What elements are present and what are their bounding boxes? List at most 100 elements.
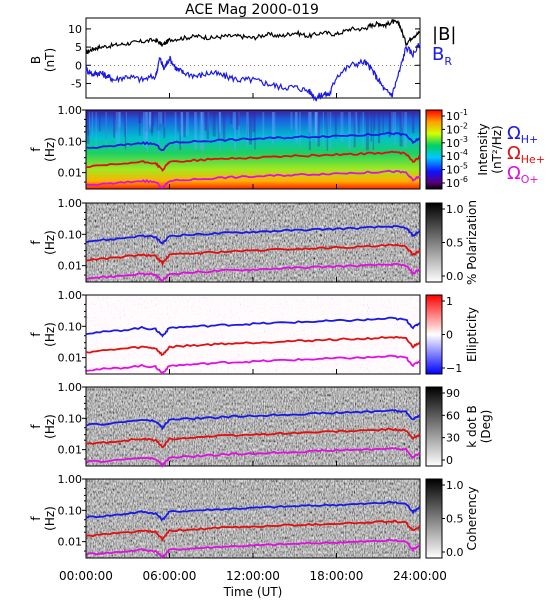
spectrogram-streak [145,112,148,148]
spectrogram-streak [149,112,151,128]
spectrogram-streak [294,112,297,130]
gyro-legend: ΩH+ΩHe+ΩO+ [507,123,545,186]
spectrogram-streak [180,112,184,137]
spectrogram-streak [271,112,274,144]
spectrogram-streak [394,112,397,146]
spectrogram-streak [354,112,358,135]
spectrogram-streak [212,112,216,137]
spectrogram-streak [186,112,189,136]
freq-axis-unit: (Hz) [43,506,57,531]
b-series-line [85,18,421,55]
gyro-legend-symbol: Ω [507,123,521,144]
spectrogram-streak [388,112,391,138]
spectrogram-streak [246,112,249,143]
spectrogram-streak [118,112,121,128]
colorbar-label: % Polarization [465,200,479,285]
spectrogram-streak [181,112,183,147]
colorbar-unit: (Deg) [479,410,493,444]
freq-tick-label: 1.00 [58,197,83,210]
spectrogram-streak [218,112,221,143]
freq-axis-label: f [29,240,43,245]
b-lines [85,18,421,102]
spectrogram-streak [105,112,107,140]
spectrogram-streak [404,112,408,149]
freq-axis-label: f [29,332,43,337]
spectrogram-streak [204,112,208,131]
x-tick-label: 06:00:00 [143,569,197,583]
legend-br-sub: R [444,55,452,68]
spectrogram-streak [148,112,152,125]
spectrogram-image [86,110,420,189]
spectrogram-streak [117,112,121,145]
spectrogram-streak [219,112,221,152]
freq-tick-label: 0.01 [58,444,83,457]
spectrogram-streak [150,112,154,133]
spectrogram-streak [236,112,239,130]
spectrogram-streak [315,112,317,143]
colorbar-unit: (nT²/Hz) [490,125,504,173]
gyro-line [85,316,421,338]
spectrogram-streak [372,112,375,150]
spectrogram-streak [238,112,240,136]
spectrogram-streak [353,112,356,148]
colorbar [425,294,443,375]
freq-tick-label: 0.01 [58,260,83,273]
colorbar [425,109,443,190]
freq-axis-unit: (Hz) [43,230,57,255]
b-ytick-label: 0 [75,59,82,72]
colorbar-label: Ellipticity [465,307,479,362]
spectrogram-streak [151,112,153,136]
colorbar-tick-label: 1.0 [446,479,464,492]
spectrogram-streak [314,112,317,135]
spectrogram-streak [174,112,177,150]
gyro-line [85,538,421,559]
spectrogram-streak [246,112,248,138]
spectrogram-streak [307,112,311,133]
gyro-line [85,409,421,431]
b-ytick-label: 10 [68,23,82,36]
freq-tick-label: 0.10 [58,412,83,425]
spectrogram-streak [218,112,221,133]
spectrogram-streak [138,112,142,124]
spectrogram-streak [272,112,276,140]
spectrogram-streak [340,112,344,142]
gyro-line [85,224,421,245]
colorbar-exponent: -5 [460,162,468,171]
spectrogram-streak [392,112,395,134]
spectrogram-streak [358,112,360,134]
gyro-line [85,335,421,357]
freq-tick-label: 1.00 [58,473,83,486]
colorbar-tick-label: 30 [446,432,460,445]
freq-tick-label: 0.01 [58,352,83,365]
spectrogram-streak [252,112,255,132]
spectrogram-streak [86,112,90,144]
x-tick-labels: 00:00:00 06:00:00 12:00:00 18:00:00 24:00:00 [59,569,447,583]
colorbar-exponent: -4 [460,148,468,157]
spectrogram-streak [246,112,248,149]
spectrogram-streak [391,112,393,139]
spectrogram-streak [91,112,94,136]
spectrogram-streak [377,112,381,144]
spectrogram-streak [222,112,226,142]
colorbar-tick-label: 0 [446,329,453,342]
spectrogram-streak [382,112,384,135]
spectrogram-streak [232,112,235,129]
spectrogram-streak [105,112,107,145]
panel-kdotb: 1.00 0.10 0.01 f (Hz) 90 60 30 0 k dot B (Deg) [29,381,493,468]
freq-axis-unit: (Hz) [43,137,57,162]
spectrogram-streak [316,112,319,144]
spectrogram-streak [362,112,364,148]
spectrogram-streak [149,112,152,129]
gyro-line [86,150,421,173]
colorbar-exponent: -3 [460,135,468,144]
spectrogram-streak [115,112,118,148]
panel-intensity: 1.000.100.01f (Hz)10-110-210-310-410-510-… [29,104,504,190]
spectrogram-streak [237,112,240,126]
colorbar-tick-label: 0.0 [446,546,464,559]
freq-tick-label: 1.00 [58,289,83,302]
gyro-legend-symbol: Ω [507,163,521,184]
gyro-legend-symbol: Ω [507,143,521,164]
